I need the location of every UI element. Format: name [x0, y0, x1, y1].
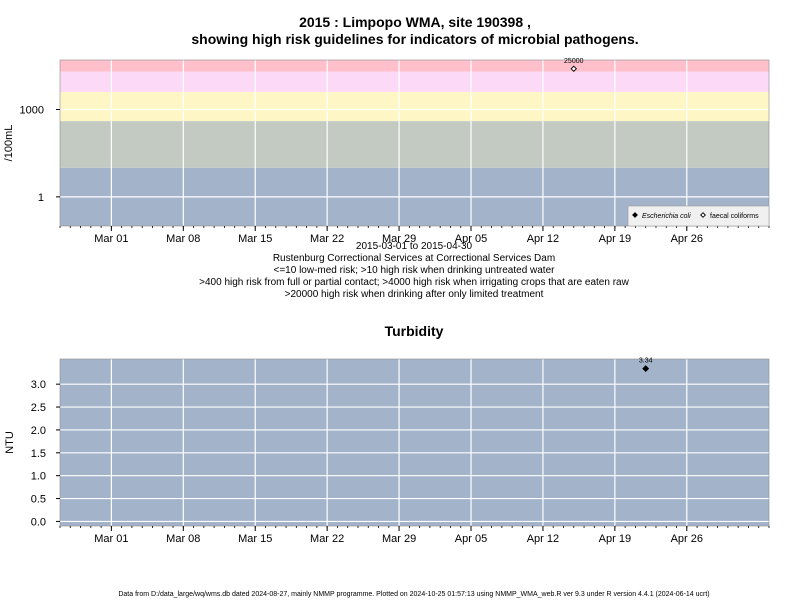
chart1-caption-line: Rustenburg Correctional Services at Corr…	[273, 253, 555, 264]
chart1-caption-line: >20000 high risk when drinking after onl…	[285, 289, 544, 300]
chart1-legend-label-e-coli: Escherichia coli	[642, 213, 691, 220]
chart1-title-line1: 2015 : Limpopo WMA, site 190398 ,	[299, 14, 531, 30]
chart2-data-label: 3.34	[639, 358, 653, 365]
chart1-legend-label-faecal-coliforms: faecal coliforms	[710, 213, 759, 220]
chart1-x-tick-label: Mar 01	[94, 233, 128, 245]
chart1-guideline-band	[60, 72, 769, 92]
chart2-x-tick-label: Apr 26	[671, 533, 703, 545]
chart1-x-tick-label: Mar 22	[310, 233, 344, 245]
chart1-guideline-band	[60, 92, 769, 121]
chart1-x-tick-label: Mar 08	[166, 233, 200, 245]
chart2-x-tick-label: Apr 19	[599, 533, 631, 545]
chart2-x-tick-label: Apr 12	[527, 533, 559, 545]
chart2-y-tick-label: 1.0	[31, 471, 46, 483]
chart1-guideline-band	[60, 60, 769, 72]
chart1-caption-line: >400 high risk from full or partial cont…	[199, 277, 629, 288]
chart2-x-tick-label: Mar 15	[238, 533, 272, 545]
chart2-x-tick-label: Mar 08	[166, 533, 200, 545]
chart2-y-tick-label: 2.0	[31, 425, 46, 437]
chart2-y-tick-label: 0.5	[31, 494, 46, 506]
chart1-y-axis-label: /100mL	[3, 125, 15, 162]
chart2-x-tick-label: Mar 29	[382, 533, 416, 545]
chart1-x-tick-label: Mar 15	[238, 233, 272, 245]
chart1-x-tick-label: Apr 26	[671, 233, 703, 245]
chart1-data-label: 25000	[564, 58, 584, 65]
chart1-caption-line: <=10 low-med risk; >10 high risk when dr…	[274, 265, 556, 276]
chart2-x-tick-label: Mar 01	[94, 533, 128, 545]
chart2-title: Turbidity	[385, 323, 444, 339]
chart2-x-tick-label: Apr 05	[455, 533, 487, 545]
chart1-y-tick-label: 1000	[20, 104, 44, 116]
chart2-y-tick-label: 0.0	[31, 516, 46, 528]
chart1-title-line2: showing high risk guidelines for indicat…	[191, 31, 638, 47]
chart1-y-tick-label: 1	[38, 192, 44, 204]
chart1-guideline-band	[60, 121, 769, 168]
chart2-y-tick-label: 1.5	[31, 448, 46, 460]
chart2-y-axis-label: NTU	[4, 431, 16, 454]
chart1-x-tick-label: Apr 12	[527, 233, 559, 245]
chart1-x-tick-label: Apr 19	[599, 233, 631, 245]
chart2-x-tick-label: Mar 22	[310, 533, 344, 545]
chart2-y-tick-label: 3.0	[31, 379, 46, 391]
figure-footer: Data from D:/data_large/wq/wms.db dated …	[118, 591, 709, 598]
chart2-y-tick-label: 2.5	[31, 402, 46, 414]
chart1-caption-line: 2015-03-01 to 2015-04-30	[356, 241, 473, 252]
